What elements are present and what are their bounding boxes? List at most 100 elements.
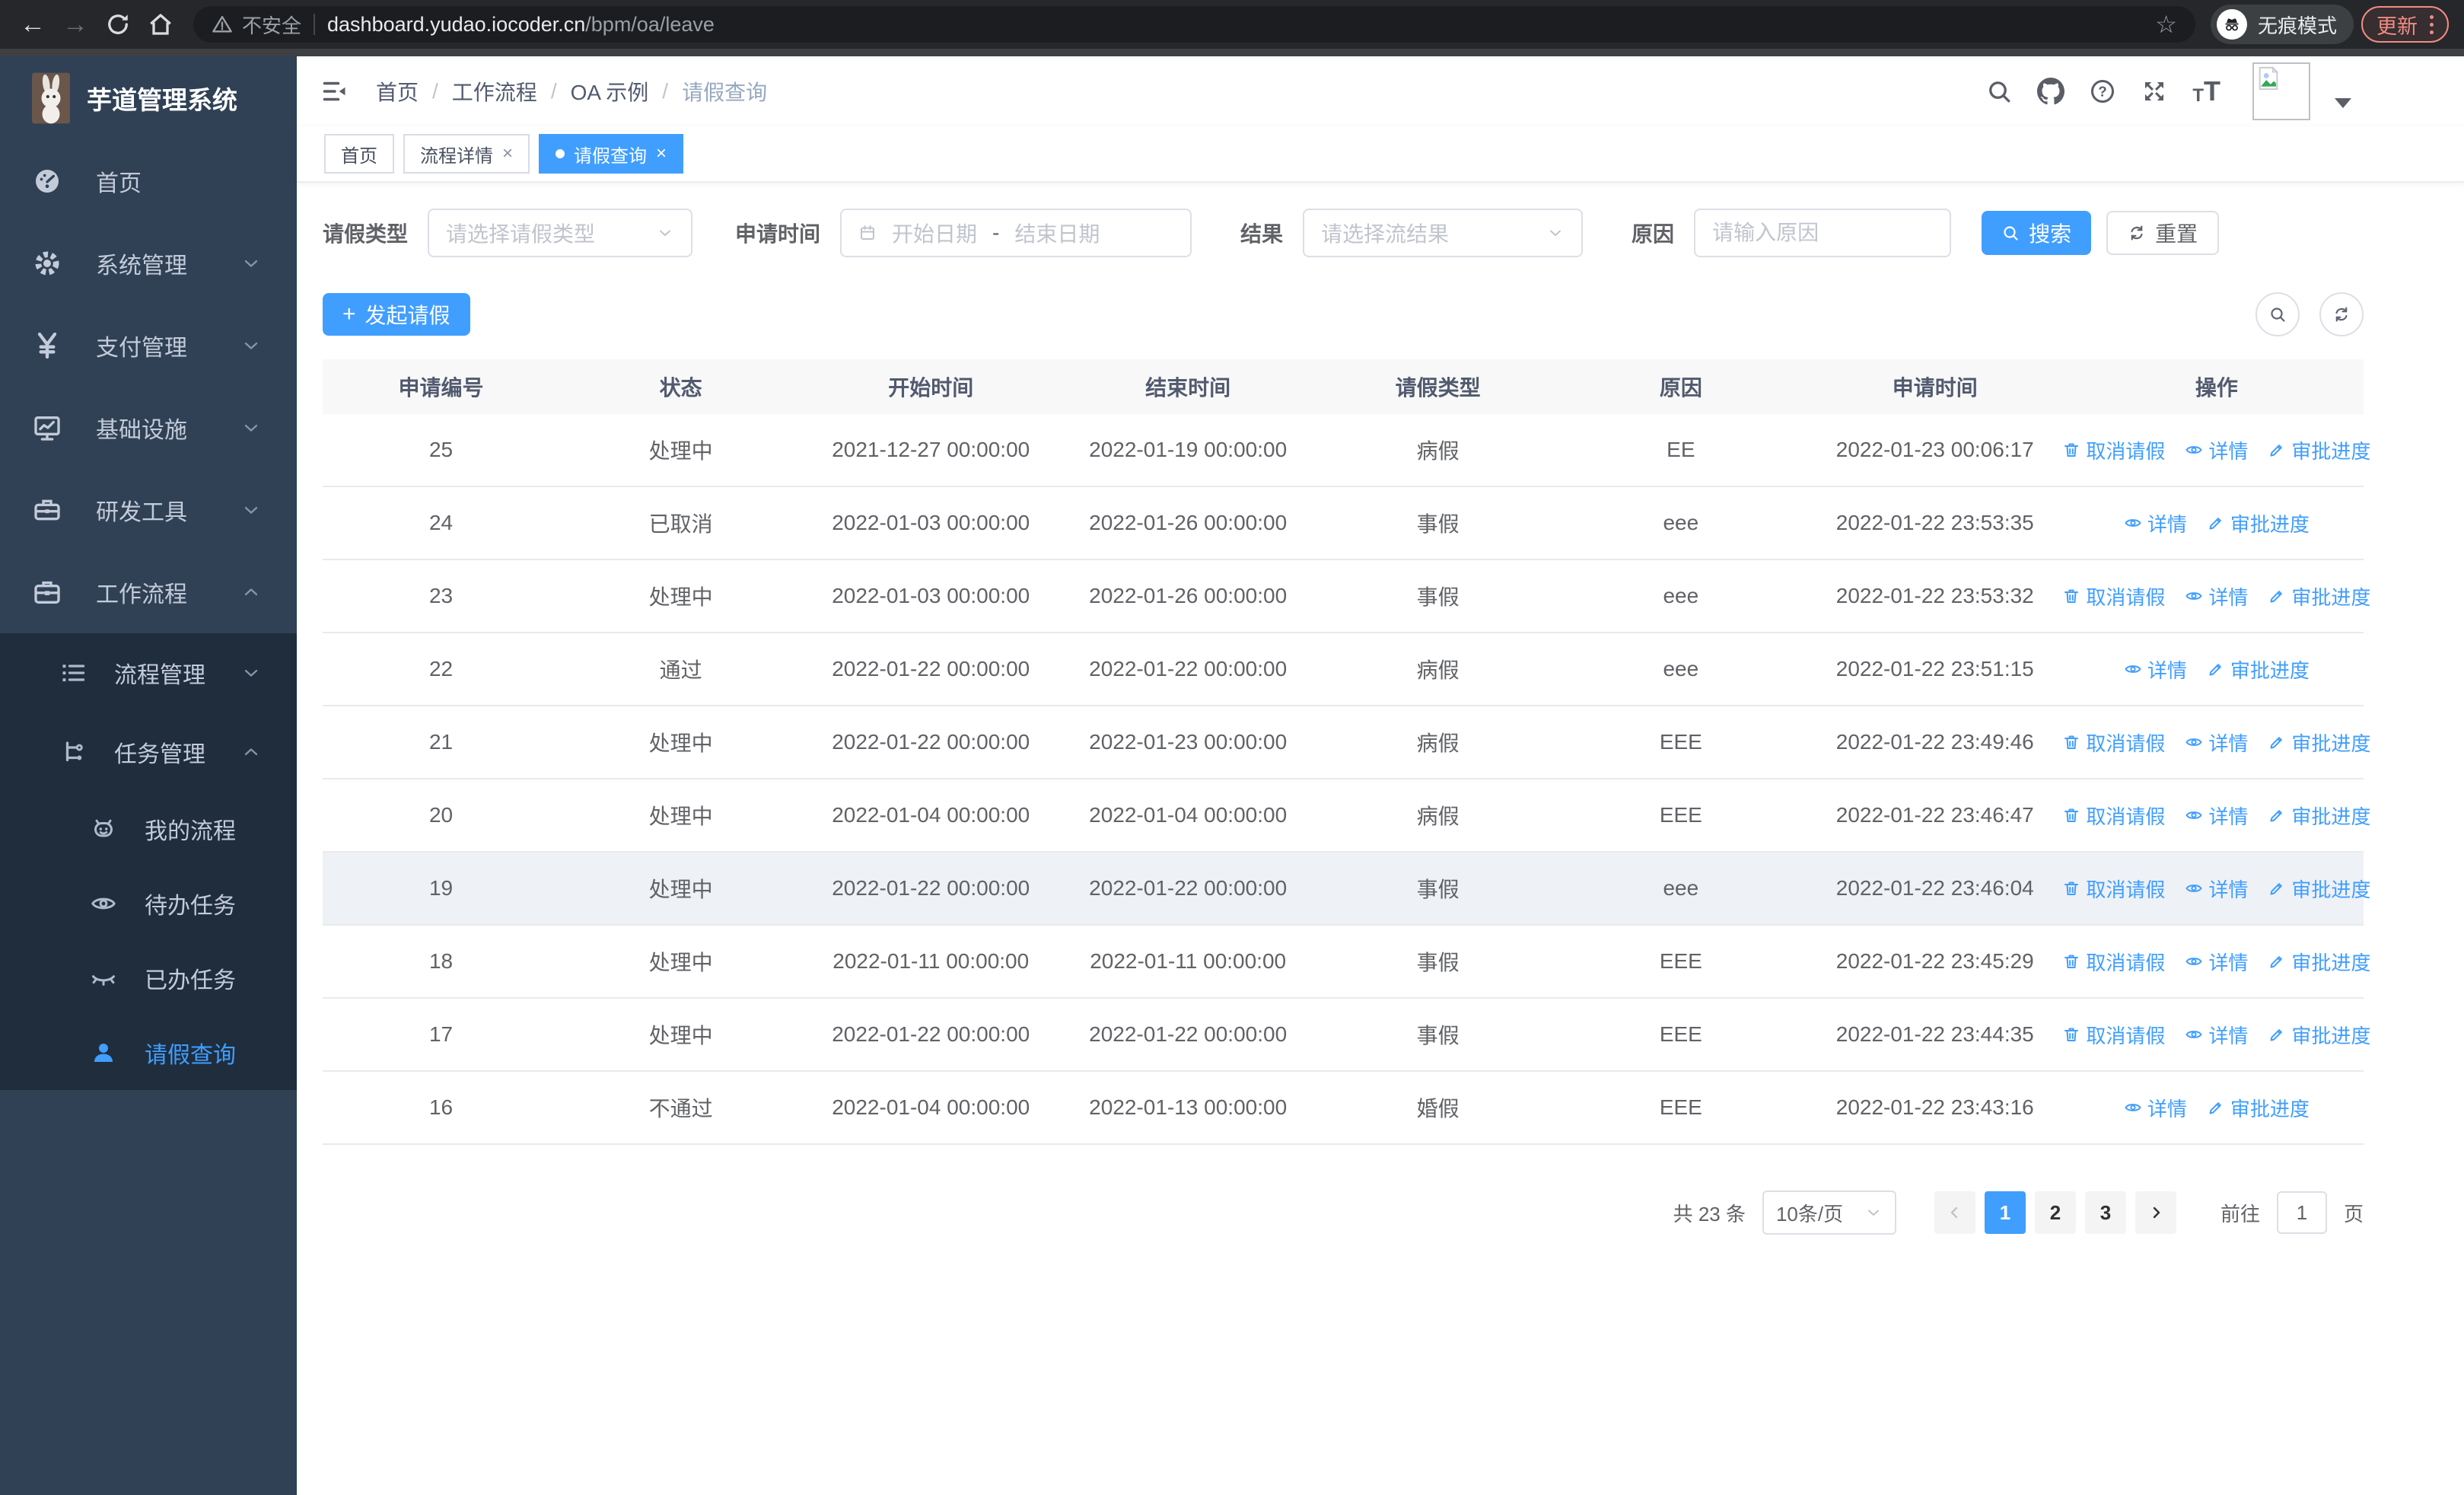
cell-actions: 详情 审批进度 <box>2068 633 2366 705</box>
avatar[interactable] <box>2252 62 2310 120</box>
approval-progress-link[interactable]: 审批进度 <box>2268 1021 2370 1049</box>
table-search-button[interactable] <box>2255 292 2300 336</box>
approval-progress-link[interactable]: 审批进度 <box>2207 1094 2310 1122</box>
reload-button[interactable] <box>100 7 135 42</box>
sidebar-item-my-process[interactable]: 我的流程 <box>0 792 297 866</box>
prev-page-button[interactable] <box>1934 1191 1975 1234</box>
page-button-2[interactable]: 2 <box>2034 1191 2076 1234</box>
goto-page-input[interactable] <box>2276 1191 2327 1234</box>
detail-link[interactable]: 详情 <box>2124 655 2187 684</box>
chevron-up-icon <box>244 748 258 756</box>
eye-icon <box>2185 958 2202 965</box>
create-leave-button[interactable]: + 发起请假 <box>323 293 470 336</box>
header-cell: 操作 <box>2195 376 2238 400</box>
approval-progress-link[interactable]: 审批进度 <box>2207 509 2310 537</box>
sidebar-item-task-mgmt[interactable]: 任务管理 <box>0 712 297 792</box>
cell-status: 不通过 <box>648 1097 713 1120</box>
reload-icon <box>108 14 128 34</box>
github-icon[interactable] <box>2037 78 2065 105</box>
security-status[interactable]: 不安全 <box>212 11 301 39</box>
cancel-leave-link[interactable]: 取消请假 <box>2062 728 2165 757</box>
page-size-select[interactable]: 10条/页 <box>1762 1191 1896 1235</box>
forward-button[interactable]: → <box>62 9 88 39</box>
result-select[interactable]: 请选择流结果 <box>1303 209 1584 257</box>
sidebar-item-system[interactable]: 系统管理 <box>0 222 297 304</box>
detail-link[interactable]: 详情 <box>2124 1094 2187 1122</box>
back-button[interactable]: ← <box>20 9 46 39</box>
browser-menu-icon[interactable] <box>2430 14 2434 34</box>
next-page-button[interactable] <box>2135 1191 2176 1234</box>
cancel-leave-link[interactable]: 取消请假 <box>2062 875 2165 903</box>
breadcrumb-oa-example[interactable]: OA 示例 <box>570 81 649 104</box>
cancel-leave-link[interactable]: 取消请假 <box>2062 582 2165 610</box>
cancel-leave-link[interactable]: 取消请假 <box>2062 948 2165 976</box>
update-button[interactable]: 更新 <box>2361 6 2449 43</box>
cell-reason: eee <box>1663 657 1699 681</box>
sidebar-item-leave-query[interactable]: 请假查询 <box>0 1015 297 1090</box>
detail-link[interactable]: 详情 <box>2185 802 2248 830</box>
cancel-leave-link[interactable]: 取消请假 <box>2062 1021 2165 1049</box>
search-button[interactable]: 搜索 <box>1982 211 2092 255</box>
cancel-leave-link[interactable]: 取消请假 <box>2062 436 2165 464</box>
page-button-1[interactable]: 1 <box>1984 1191 2026 1234</box>
tab-close-icon[interactable]: × <box>656 143 667 164</box>
table-refresh-button[interactable] <box>2319 292 2364 336</box>
yen-icon <box>37 332 57 359</box>
cell-actions: 取消请假 详情 审批进度 <box>2064 926 2370 997</box>
sidebar-item-workflow[interactable]: 工作流程 <box>0 551 297 633</box>
approval-progress-link[interactable]: 审批进度 <box>2268 802 2370 830</box>
detail-link[interactable]: 详情 <box>2185 875 2248 903</box>
cell-actions: 取消请假 详情 审批进度 <box>2064 779 2370 851</box>
cell-reason: EEE <box>1659 803 1702 827</box>
sidebar-item-home[interactable]: 首页 <box>0 140 297 222</box>
approval-progress-link[interactable]: 审批进度 <box>2207 655 2310 684</box>
approval-progress-link[interactable]: 审批进度 <box>2268 948 2370 976</box>
eye-icon <box>2185 1031 2202 1038</box>
url-bar[interactable]: 不安全 dashboard.yudao.iocoder.cn/bpm/oa/le… <box>193 6 2195 43</box>
sidebar-item-todo-tasks[interactable]: 待办任务 <box>0 866 297 941</box>
tab-close-icon[interactable]: × <box>502 143 514 164</box>
tab-process-detail[interactable]: 流程详情 × <box>403 134 530 174</box>
approval-progress-link[interactable]: 审批进度 <box>2268 436 2370 464</box>
breadcrumb-workflow[interactable]: 工作流程 <box>451 81 537 104</box>
reset-button[interactable]: 重置 <box>2106 211 2220 255</box>
tab-home[interactable]: 首页 <box>324 134 394 174</box>
detail-link[interactable]: 详情 <box>2185 948 2248 976</box>
url-divider <box>314 14 316 35</box>
approval-progress-link[interactable]: 审批进度 <box>2268 875 2370 903</box>
sidebar-item-process-mgmt[interactable]: 流程管理 <box>0 633 297 712</box>
help-icon[interactable]: ? <box>2089 78 2116 105</box>
sidebar-toggle-button[interactable] <box>321 78 349 105</box>
search-icon[interactable] <box>1985 78 2013 105</box>
breadcrumb-home[interactable]: 首页 <box>376 81 419 104</box>
detail-link[interactable]: 详情 <box>2124 509 2187 537</box>
date-range-picker[interactable]: 开始日期 - 结束日期 <box>840 209 1192 257</box>
bookmark-star-icon[interactable]: ☆ <box>2155 11 2177 38</box>
sidebar-item-done-tasks[interactable]: 已办任务 <box>0 941 297 1015</box>
approval-progress-link[interactable]: 审批进度 <box>2268 582 2370 610</box>
cell-end-time: 2022-01-22 00:00:00 <box>1089 1022 1288 1046</box>
avatar-caret-icon[interactable] <box>2335 97 2351 108</box>
detail-link[interactable]: 详情 <box>2185 582 2248 610</box>
detail-link[interactable]: 详情 <box>2185 436 2248 464</box>
sidebar-item-label: 支付管理 <box>96 336 187 361</box>
chevron-down-icon <box>244 260 258 267</box>
detail-link[interactable]: 详情 <box>2185 728 2248 757</box>
sidebar-item-payment[interactable]: 支付管理 <box>0 304 297 387</box>
home-button[interactable] <box>143 7 178 42</box>
cell-reason: eee <box>1663 876 1699 900</box>
cell-leave-type: 事假 <box>1416 878 1460 901</box>
fullscreen-icon[interactable] <box>2141 78 2168 105</box>
page-button-3[interactable]: 3 <box>2084 1191 2126 1234</box>
approval-progress-link[interactable]: 审批进度 <box>2268 728 2370 757</box>
sidebar-item-devtools[interactable]: 研发工具 <box>0 469 297 551</box>
reason-input[interactable] <box>1694 209 1952 257</box>
tab-leave-query[interactable]: 请假查询 × <box>539 134 684 174</box>
detail-link[interactable]: 详情 <box>2185 1021 2248 1049</box>
cancel-leave-link[interactable]: 取消请假 <box>2062 802 2165 830</box>
table-row: 24 已取消 2022-01-03 00:00:00 2022-01-26 00… <box>323 487 2364 560</box>
incognito-badge: 无痕模式 <box>2210 5 2354 44</box>
leave-type-select[interactable]: 请选择请假类型 <box>428 209 693 257</box>
sidebar-item-infra[interactable]: 基础设施 <box>0 387 297 469</box>
